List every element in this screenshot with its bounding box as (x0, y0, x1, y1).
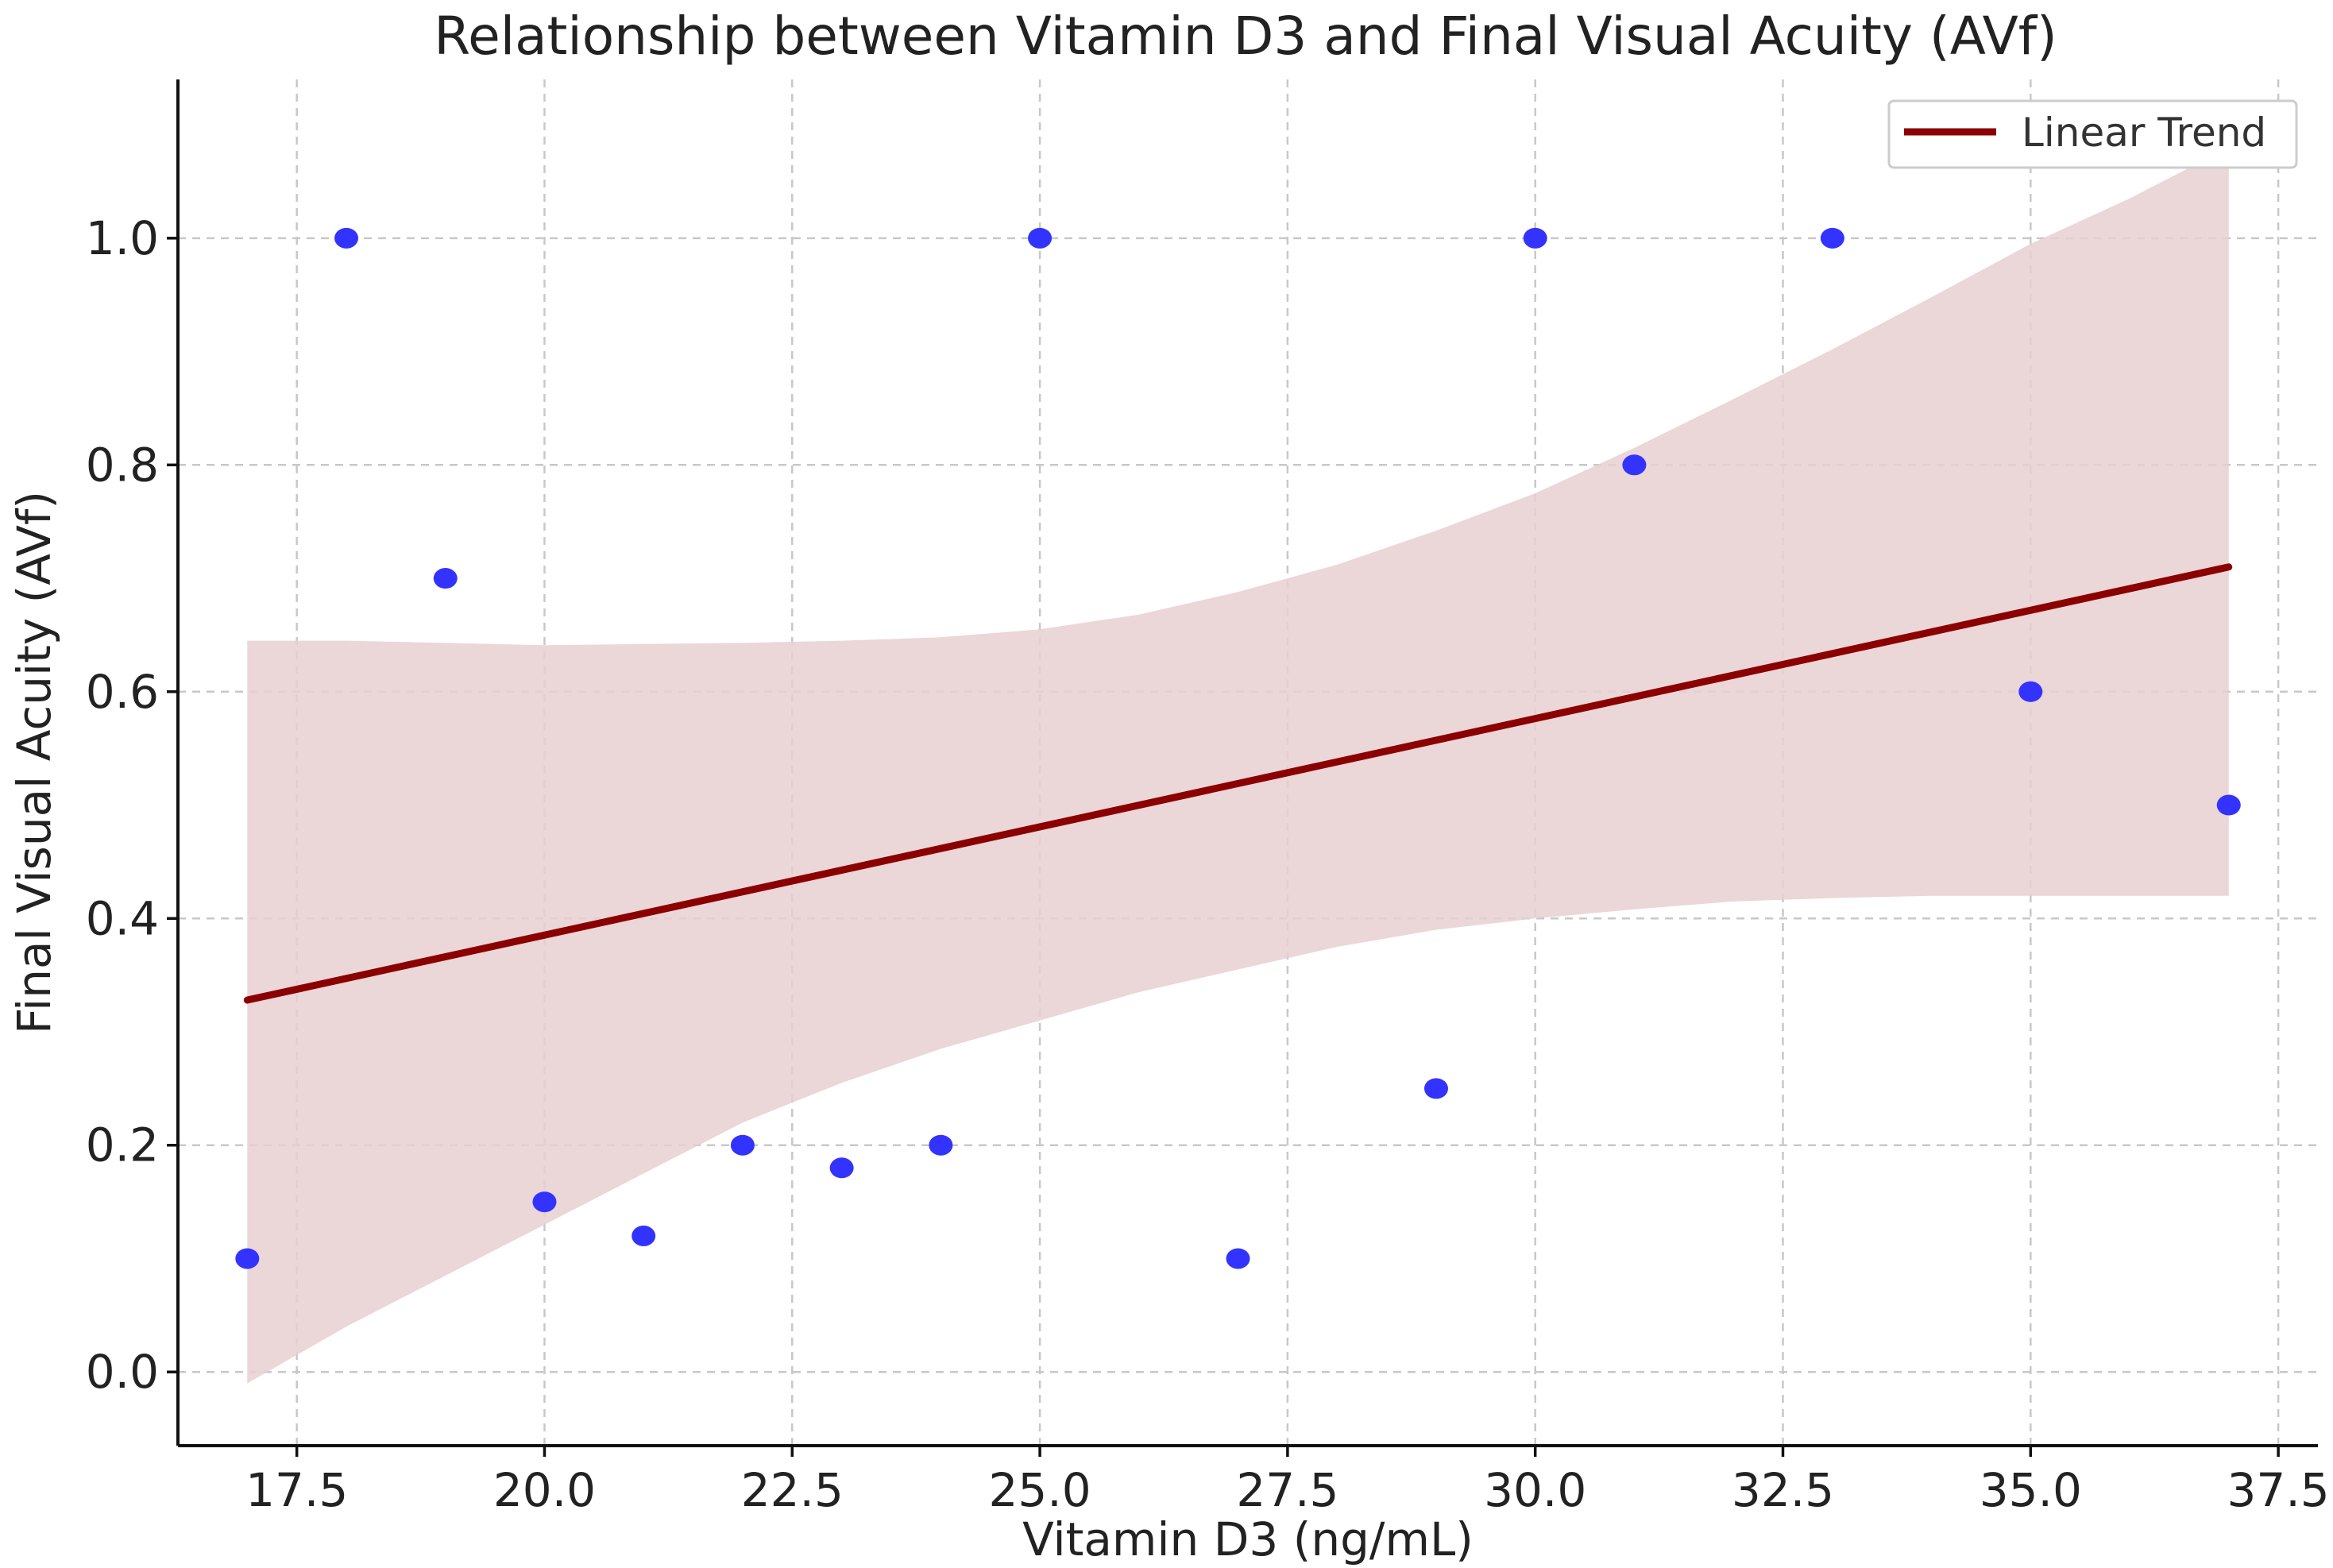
x-tick-label: 37.5 (2227, 1463, 2330, 1517)
legend-label-linear-trend: Linear Trend (2022, 110, 2266, 156)
y-tick-label: 0.8 (86, 438, 159, 492)
y-tick-label: 0.2 (86, 1118, 159, 1172)
data-point (1028, 227, 1053, 249)
data-point (1226, 1248, 1250, 1269)
data-point (433, 568, 458, 589)
data-point (334, 227, 359, 249)
data-point (235, 1248, 260, 1269)
data-point (1523, 227, 1547, 249)
axes (176, 79, 2318, 1447)
y-tick-label: 0.6 (86, 665, 159, 719)
data-point (532, 1191, 557, 1213)
chart-title: Relationship between Vitamin D3 and Fina… (434, 6, 2057, 67)
confidence-band (247, 147, 2229, 1384)
y-tick-label: 0.4 (86, 891, 159, 945)
x-tick-label: 35.0 (1980, 1463, 2082, 1517)
data-point (1622, 454, 1647, 476)
x-tick-label: 25.0 (989, 1463, 1091, 1517)
x-tick-label: 30.0 (1484, 1463, 1586, 1517)
data-point (1820, 227, 1844, 249)
data-points (235, 227, 2241, 1269)
x-tick-label: 27.5 (1236, 1463, 1338, 1517)
x-tick-label: 22.5 (741, 1463, 844, 1517)
data-point (2216, 794, 2241, 816)
y-tick-label: 0.0 (86, 1345, 159, 1399)
x-ticks: 17.5 20.0 22.5 25.0 27.5 30.0 32.5 35.0 37.5 (245, 1446, 2330, 1517)
x-tick-label: 17.5 (245, 1463, 348, 1517)
x-tick-label: 20.0 (493, 1463, 596, 1517)
data-point (2018, 681, 2043, 702)
x-tick-label: 32.5 (1732, 1463, 1834, 1517)
y-axis-label: Final Visual Acuity (AVf) (7, 491, 61, 1034)
linear-trend-line (243, 563, 2233, 1004)
y-tick-label: 1.0 (86, 211, 159, 265)
data-point (730, 1134, 755, 1156)
x-axis-label: Vitamin D3 (ng/mL) (1022, 1512, 1474, 1566)
data-point (1423, 1078, 1448, 1099)
legend-box (1887, 99, 2298, 169)
data-point (632, 1225, 656, 1246)
legend: Linear Trend (1887, 99, 2298, 169)
data-point (929, 1134, 953, 1156)
data-point (829, 1157, 854, 1179)
y-ticks: 0.0 0.2 0.4 0.6 0.8 1.0 (86, 211, 178, 1399)
